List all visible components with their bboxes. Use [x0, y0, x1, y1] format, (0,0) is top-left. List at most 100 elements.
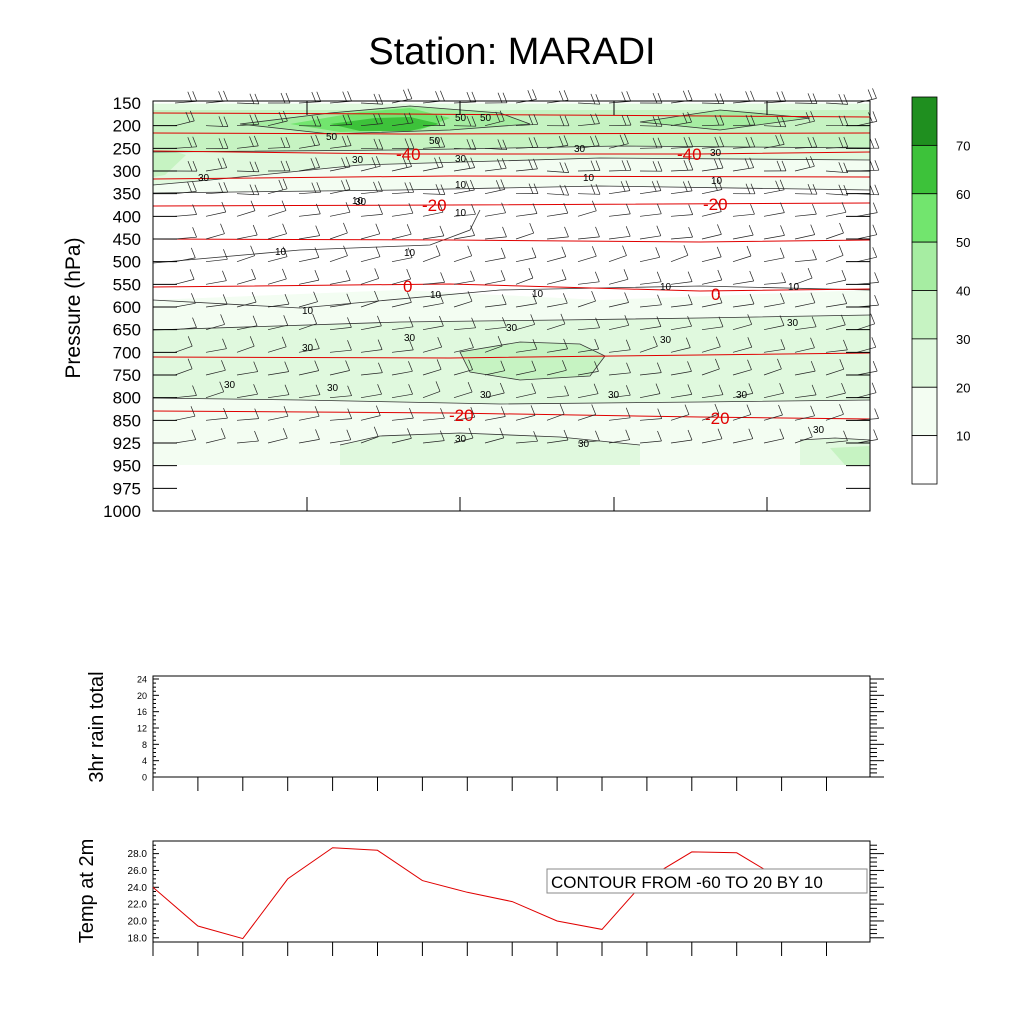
wind-barb-flag	[778, 404, 783, 416]
wind-barb-flag	[841, 382, 846, 394]
wind-barb	[577, 145, 600, 149]
wind-barb-flag	[564, 385, 569, 396]
wind-barb-flag	[403, 113, 409, 124]
wind-barb-flag	[869, 160, 875, 171]
wind-barb-flag	[347, 340, 352, 351]
wind-barb	[453, 300, 473, 308]
wind-barb	[391, 326, 414, 331]
wind-barb	[174, 368, 193, 376]
wind-barb-flag	[838, 162, 844, 173]
wind-barb-flag	[315, 225, 321, 236]
wind-barb	[639, 256, 660, 263]
wind-barb	[825, 324, 846, 331]
wind-barb-flag	[750, 90, 755, 102]
wind-barb	[205, 280, 227, 285]
wind-barb-flag	[563, 135, 569, 146]
wind-barb-flag	[189, 110, 195, 122]
wind-barb	[484, 120, 505, 127]
wind-barb-flag	[532, 203, 538, 214]
wind-barb-flag	[343, 245, 348, 256]
wind-barb	[639, 372, 662, 376]
wind-barb	[670, 304, 693, 308]
wind-barb-flag	[469, 337, 474, 348]
wind-barb-flag	[283, 315, 289, 326]
wind-barb-flag	[497, 335, 503, 347]
wind-barb	[329, 145, 352, 149]
wind-speed-contours	[152, 105, 871, 446]
wind-barb-flag	[717, 224, 722, 235]
wind-barb-flag	[284, 384, 290, 395]
wind-barb	[484, 236, 507, 240]
wind-barb-flag	[780, 202, 785, 213]
wind-barb-flag	[560, 313, 566, 325]
wind-barb-flag	[839, 222, 844, 234]
wind-barb-flag	[590, 136, 595, 147]
wind-barb	[577, 300, 596, 308]
wind-barb-flag	[533, 431, 538, 442]
temp2m-series-line	[152, 847, 782, 940]
wind-barb	[360, 278, 379, 285]
wind-barb	[825, 211, 847, 217]
wind-barb-flag	[872, 88, 877, 99]
wind-barb-flag	[187, 160, 193, 172]
wind-barb	[701, 189, 723, 195]
cross-section-panel: 50 50 50 50 30 30 30 30 30 10 10 10 10 1…	[62, 88, 880, 521]
wind-barb	[856, 121, 877, 127]
wind-barb	[484, 147, 507, 151]
wind-barb-flag	[438, 156, 444, 168]
color-bar-label: 50	[956, 235, 970, 250]
wind-barb	[794, 415, 815, 421]
wind-barb-flag	[624, 133, 629, 144]
wind-barb-flag	[558, 90, 564, 102]
wind-barb-flag	[223, 407, 228, 419]
temp-y-label: Temp at 2m	[76, 839, 98, 943]
wind-barb-flag	[347, 317, 352, 328]
wind-barb-flag	[810, 360, 816, 372]
wind-barb	[205, 211, 226, 217]
wind-barb	[546, 369, 567, 376]
wind-barb-flag	[843, 339, 848, 351]
wind-barb-flag	[749, 157, 755, 168]
wind-barb-flag	[253, 384, 258, 395]
contour-label: 10	[660, 282, 672, 293]
wind-barb-flag	[687, 89, 693, 101]
wind-barb-flag	[466, 139, 472, 150]
wind-barb-flag	[717, 179, 723, 190]
wind-barb	[422, 440, 445, 444]
wind-barb	[236, 102, 259, 105]
wind-barb-flag	[805, 157, 811, 168]
wind-barb-flag	[719, 93, 725, 104]
wind-barb-flag	[839, 359, 845, 370]
wind-barb-flag	[781, 91, 787, 102]
wind-barb-flag	[375, 156, 381, 167]
wind-barb	[298, 301, 318, 308]
wind-barb	[484, 304, 507, 308]
wind-barb-flag	[684, 404, 690, 415]
wind-barb-flag	[223, 138, 229, 149]
wind-barb-flag	[595, 184, 601, 195]
contour-label: 10	[275, 247, 287, 258]
wind-barb-flag	[531, 383, 537, 394]
wind-barb-flag	[341, 180, 346, 191]
wind-barb-flag	[717, 428, 723, 439]
wind-barb-flag	[625, 203, 631, 215]
wind-barb-flag	[624, 315, 630, 326]
wind-barb	[391, 278, 411, 285]
contour-label: 10	[532, 289, 544, 300]
wind-barb	[856, 370, 878, 376]
wind-barb-flag	[683, 160, 689, 171]
wind-barb	[515, 123, 538, 127]
wind-barb-flag	[314, 406, 320, 417]
isotherm	[152, 238, 871, 243]
wind-barb-flag	[871, 337, 877, 348]
color-bar-box	[911, 386, 938, 437]
wind-barb-flag	[407, 88, 413, 99]
wind-barb-flag	[471, 139, 477, 150]
wind-barb	[701, 394, 724, 399]
wind-barb	[422, 166, 444, 172]
wind-barb	[608, 278, 629, 285]
wind-barb	[794, 120, 815, 127]
isotherm	[152, 352, 871, 359]
wind-barb	[453, 416, 475, 421]
wind-barb-flag	[687, 294, 693, 305]
